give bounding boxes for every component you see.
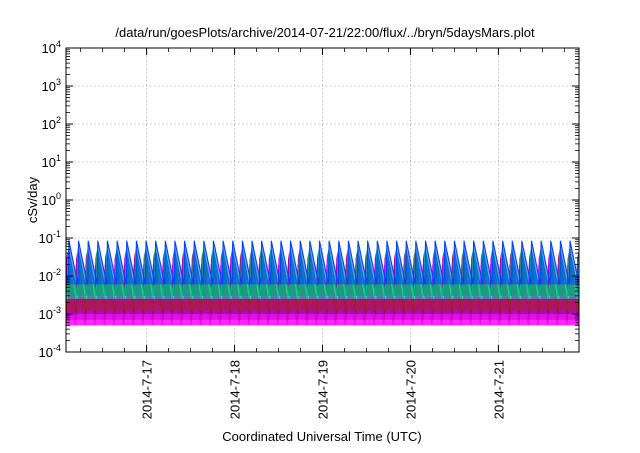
x-axis-label: Coordinated Universal Time (UTC) — [222, 429, 421, 444]
y-tick-label: 10-1 — [39, 229, 61, 246]
y-tick-labels: 10-4 10-3 10-2 10-1 100 101 102 103 104 — [39, 39, 61, 360]
y-tick-label: 104 — [42, 39, 61, 56]
series-layer — [66, 240, 579, 326]
y-tick-label: 10-4 — [39, 343, 61, 360]
series-line — [66, 240, 579, 285]
y-tick-label: 10-3 — [39, 305, 61, 322]
tick-layer — [66, 47, 579, 353]
y-axis-label: cSv/day — [25, 176, 40, 223]
y-tick-label: 103 — [42, 77, 61, 94]
y-tick-label: 102 — [42, 115, 61, 132]
x-tick-label: 2014-7-19 — [316, 360, 331, 419]
x-tick-label: 2014-7-20 — [403, 360, 418, 419]
x-tick-label: 2014-7-17 — [140, 360, 155, 419]
y-tick-label: 100 — [42, 191, 61, 208]
x-tick-labels: 2014-7-17 2014-7-18 2014-7-19 2014-7-20 2014… — [140, 360, 507, 419]
x-tick-label: 2014-7-21 — [491, 360, 506, 419]
y-tick-label: 10-2 — [39, 267, 61, 284]
x-tick-label: 2014-7-18 — [228, 360, 243, 419]
chart-title: /data/run/goesPlots/archive/2014-07-21/2… — [115, 25, 535, 40]
y-tick-label: 101 — [42, 153, 61, 170]
